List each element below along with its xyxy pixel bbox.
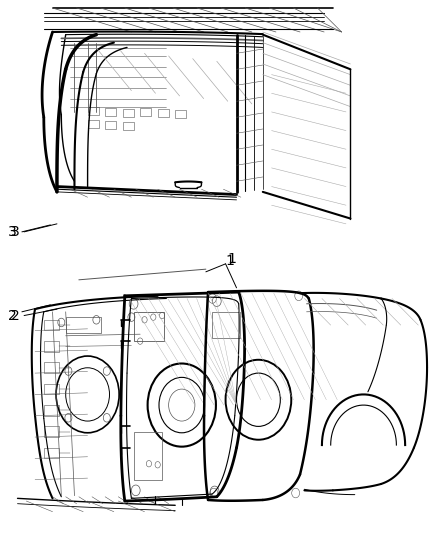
Bar xyxy=(44,362,59,373)
Bar xyxy=(44,341,59,352)
Bar xyxy=(134,432,162,480)
Text: 2: 2 xyxy=(8,309,17,322)
Bar xyxy=(44,320,59,330)
Bar xyxy=(175,110,186,118)
Bar xyxy=(140,108,151,116)
Bar xyxy=(134,312,164,341)
Bar xyxy=(88,120,99,128)
Bar xyxy=(44,405,59,416)
Bar xyxy=(158,109,169,117)
Text: 3: 3 xyxy=(11,225,20,239)
Bar xyxy=(212,312,240,338)
Bar xyxy=(44,448,59,458)
Text: 2: 2 xyxy=(11,309,20,322)
Bar xyxy=(44,384,59,394)
Text: 1: 1 xyxy=(228,252,237,265)
Text: 1: 1 xyxy=(226,254,234,268)
Bar xyxy=(44,426,59,437)
Bar xyxy=(105,108,116,116)
Bar xyxy=(88,107,99,115)
Bar xyxy=(105,121,116,129)
Text: 3: 3 xyxy=(8,225,17,239)
Bar xyxy=(123,109,134,117)
Bar xyxy=(123,122,134,130)
Bar xyxy=(66,317,101,333)
